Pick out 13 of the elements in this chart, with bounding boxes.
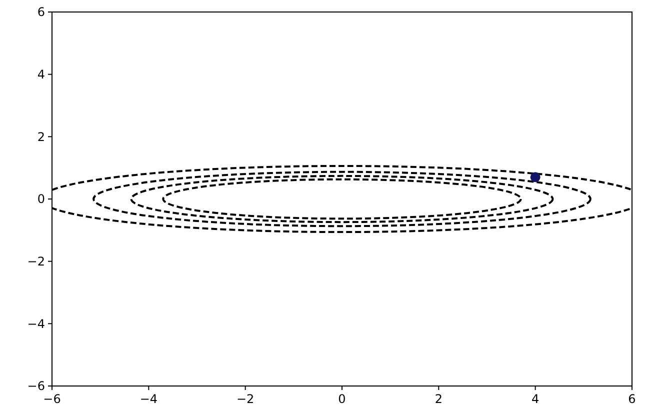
- y-tick-label: 2: [37, 130, 45, 144]
- y-tick-label: −4: [27, 316, 45, 331]
- y-tick-label: 0: [37, 192, 45, 206]
- x-tick-label: −2: [236, 392, 254, 406]
- x-tick-label: 6: [628, 392, 636, 406]
- y-tick-label: 6: [37, 5, 45, 20]
- x-tick-label: 4: [532, 392, 540, 406]
- y-tick-label: 4: [37, 68, 45, 82]
- y-tick-label: −6: [27, 379, 45, 394]
- x-tick-label: −4: [140, 392, 158, 406]
- y-tick-label: −2: [27, 254, 45, 269]
- x-tick-label: 0: [338, 392, 346, 406]
- x-tick-label: 2: [434, 392, 442, 406]
